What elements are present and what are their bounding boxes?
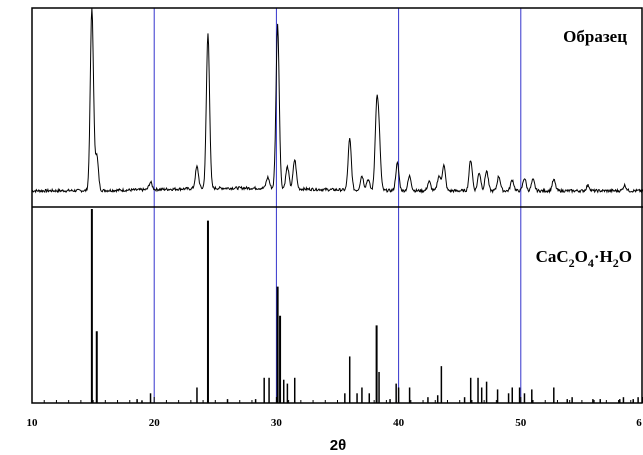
reference-panel <box>90 209 639 403</box>
reference-panel-label: CaC2O4·H2O <box>536 247 632 270</box>
x-tick-label: 10 <box>27 417 39 429</box>
x-tick-label: 50 <box>515 417 527 429</box>
frame-border <box>31 7 643 404</box>
x-tick-label: 20 <box>149 417 161 429</box>
sample-diffraction-trace <box>31 7 643 194</box>
sample-panel <box>31 7 643 194</box>
x-axis-ticks: 10 20 30 40 50 6 <box>27 397 643 429</box>
plot-frame <box>31 7 643 404</box>
x-tick-label: 40 <box>393 417 405 429</box>
x-tick-label: 30 <box>271 417 283 429</box>
x-tick-label: 6 <box>636 417 642 429</box>
x-axis-title: 2θ <box>330 437 346 454</box>
sample-panel-label: Образец <box>563 27 627 46</box>
